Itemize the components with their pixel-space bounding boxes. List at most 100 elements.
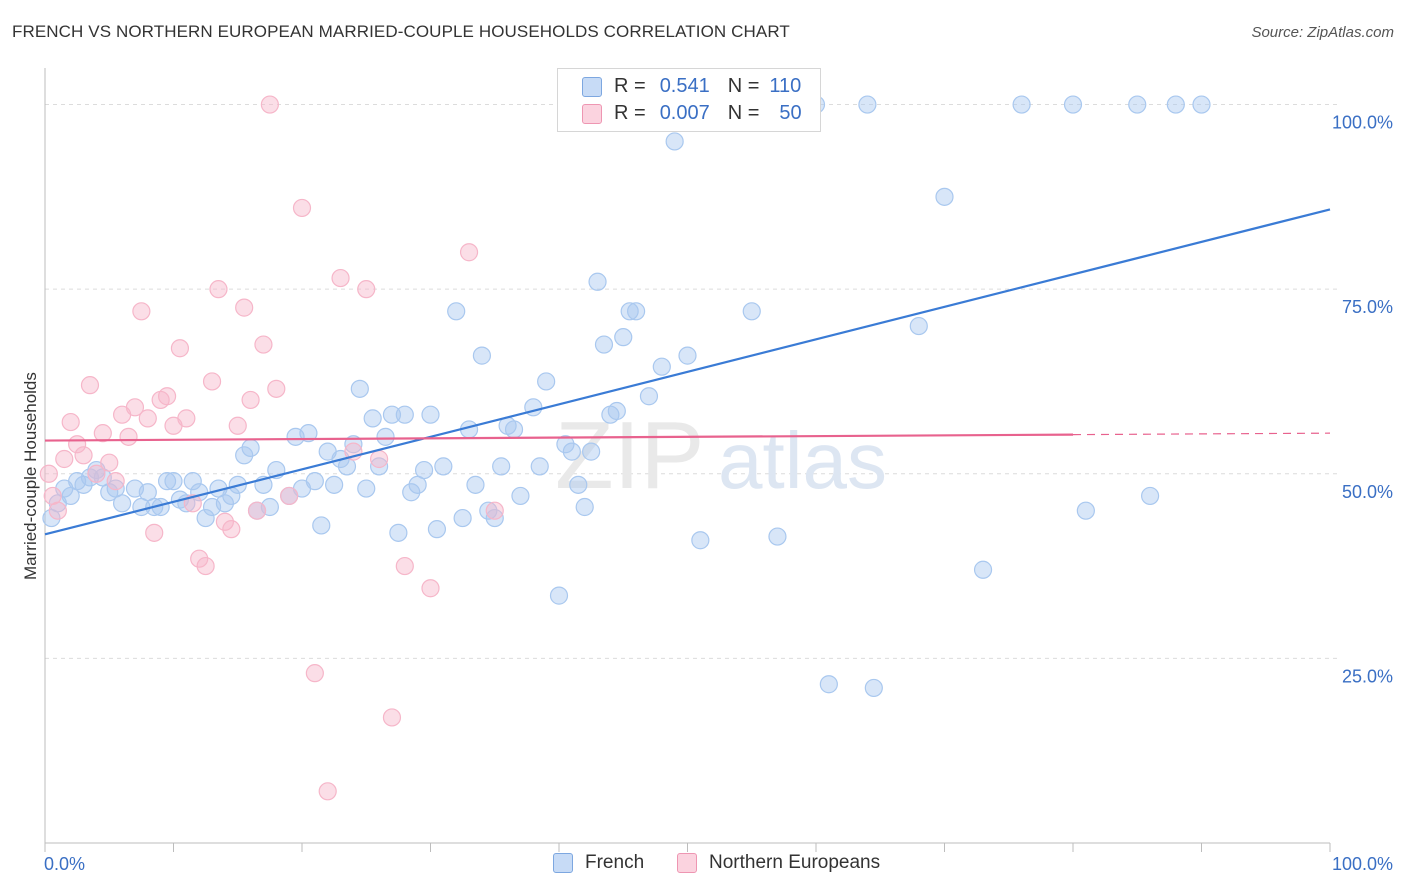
point-french-88[interactable]: [652, 357, 671, 376]
point-french-40[interactable]: [312, 516, 331, 535]
legend-item-french[interactable]: French: [553, 852, 644, 874]
point-northern-27[interactable]: [209, 280, 228, 299]
point-french-77[interactable]: [569, 475, 588, 494]
point-french-94[interactable]: [742, 302, 761, 321]
point-french-76[interactable]: [562, 442, 581, 461]
point-northern-21[interactable]: [170, 339, 190, 358]
point-northern-40[interactable]: [318, 782, 337, 801]
point-french-38[interactable]: [299, 424, 318, 443]
point-french-30[interactable]: [241, 438, 260, 458]
point-northern-39[interactable]: [305, 664, 324, 683]
point-northern-33[interactable]: [247, 501, 267, 520]
point-french-49[interactable]: [370, 457, 389, 476]
point-french-84[interactable]: [614, 328, 633, 347]
point-northern-47[interactable]: [421, 579, 440, 598]
point-northern-8[interactable]: [87, 464, 106, 483]
point-french-105[interactable]: [1076, 501, 1095, 520]
point-french-60[interactable]: [447, 302, 466, 321]
point-french-73[interactable]: [537, 372, 556, 391]
point-northern-35[interactable]: [260, 95, 279, 114]
point-french-50[interactable]: [376, 427, 395, 446]
point-northern-11[interactable]: [106, 472, 125, 491]
point-northern-38[interactable]: [292, 198, 312, 218]
point-french-54[interactable]: [402, 483, 421, 502]
point-northern-26[interactable]: [202, 372, 222, 391]
point-northern-7[interactable]: [80, 376, 100, 395]
point-french-89[interactable]: [665, 132, 684, 151]
point-french-59[interactable]: [434, 457, 453, 476]
point-french-87[interactable]: [639, 387, 659, 406]
point-french-100[interactable]: [909, 316, 928, 336]
point-french-109[interactable]: [1192, 95, 1211, 114]
point-northern-25[interactable]: [196, 556, 215, 576]
point-french-46[interactable]: [350, 379, 369, 398]
point-french-45[interactable]: [344, 435, 363, 454]
point-northern-3[interactable]: [55, 449, 74, 469]
point-french-39[interactable]: [305, 472, 324, 491]
point-french-58[interactable]: [427, 520, 447, 539]
point-french-18[interactable]: [164, 472, 183, 491]
point-french-53[interactable]: [395, 405, 414, 424]
point-french-95[interactable]: [768, 527, 787, 546]
point-french-83[interactable]: [607, 401, 626, 421]
point-northern-10[interactable]: [100, 453, 119, 472]
legend-item-northern[interactable]: Northern Europeans: [677, 852, 880, 874]
point-french-86[interactable]: [626, 302, 646, 321]
point-french-80[interactable]: [588, 272, 607, 291]
point-french-74[interactable]: [549, 586, 569, 605]
point-french-42[interactable]: [325, 475, 344, 494]
point-french-69[interactable]: [504, 420, 524, 439]
point-northern-16[interactable]: [138, 409, 157, 428]
point-northern-46[interactable]: [395, 556, 414, 576]
point-northern-36[interactable]: [267, 379, 286, 398]
point-french-56[interactable]: [414, 460, 434, 480]
point-french-97[interactable]: [819, 675, 838, 694]
point-french-11[interactable]: [112, 494, 132, 513]
point-french-29[interactable]: [235, 446, 254, 465]
point-northern-48[interactable]: [459, 243, 479, 262]
point-northern-30[interactable]: [228, 416, 247, 435]
point-french-99[interactable]: [864, 678, 883, 698]
point-french-79[interactable]: [582, 442, 601, 461]
point-french-70[interactable]: [511, 486, 530, 506]
point-french-21[interactable]: [183, 472, 202, 491]
point-french-51[interactable]: [382, 405, 402, 424]
point-french-98[interactable]: [858, 95, 877, 114]
point-french-65[interactable]: [479, 501, 498, 520]
point-northern-29[interactable]: [222, 520, 241, 539]
point-french-57[interactable]: [421, 405, 440, 424]
point-french-67[interactable]: [492, 457, 511, 476]
point-french-17[interactable]: [157, 472, 177, 491]
point-northern-15[interactable]: [132, 302, 151, 321]
point-northern-13[interactable]: [119, 427, 138, 446]
point-northern-24[interactable]: [190, 549, 209, 568]
point-french-107[interactable]: [1140, 486, 1160, 506]
point-northern-43[interactable]: [357, 280, 376, 299]
point-french-63[interactable]: [466, 475, 485, 494]
point-northern-6[interactable]: [74, 446, 93, 465]
point-french-106[interactable]: [1128, 95, 1147, 114]
point-northern-34[interactable]: [254, 335, 273, 354]
point-french-103[interactable]: [1012, 95, 1031, 114]
point-northern-14[interactable]: [125, 398, 145, 417]
point-northern-17[interactable]: [145, 523, 164, 542]
point-french-78[interactable]: [575, 497, 594, 517]
point-northern-2[interactable]: [48, 501, 67, 520]
point-french-81[interactable]: [594, 335, 614, 354]
point-northern-22[interactable]: [177, 409, 196, 428]
point-french-90[interactable]: [678, 346, 697, 365]
point-french-23[interactable]: [196, 508, 215, 528]
point-french-102[interactable]: [973, 560, 993, 579]
point-french-108[interactable]: [1166, 95, 1185, 114]
point-northern-32[interactable]: [241, 390, 260, 410]
point-northern-0[interactable]: [39, 464, 58, 483]
point-french-5[interactable]: [74, 475, 93, 494]
point-northern-28[interactable]: [215, 512, 234, 531]
point-french-85[interactable]: [620, 302, 639, 321]
point-northern-44[interactable]: [370, 449, 389, 469]
point-northern-49[interactable]: [485, 501, 504, 520]
point-french-75[interactable]: [556, 435, 575, 454]
point-french-104[interactable]: [1063, 95, 1083, 114]
point-french-66[interactable]: [485, 508, 504, 528]
point-french-101[interactable]: [935, 187, 954, 206]
